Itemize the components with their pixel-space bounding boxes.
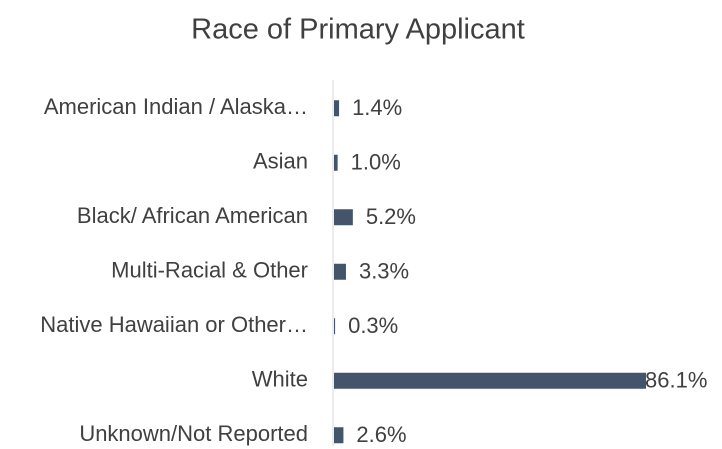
category-label: Native Hawaiian or Other… xyxy=(40,312,308,337)
category-label: Unknown/Not Reported xyxy=(79,421,308,446)
bar xyxy=(334,154,338,171)
bar xyxy=(334,100,340,117)
data-label: 5.2% xyxy=(366,204,416,229)
data-label: 3.3% xyxy=(359,259,409,284)
data-label: 1.4% xyxy=(352,95,402,120)
data-label: 2.6% xyxy=(356,422,406,447)
bar xyxy=(334,372,646,389)
category-label: Multi-Racial & Other xyxy=(111,258,308,283)
bar xyxy=(334,263,346,280)
data-label: 0.3% xyxy=(348,313,398,338)
category-label: White xyxy=(252,367,308,392)
category-label: Asian xyxy=(253,149,308,174)
data-label: 1.0% xyxy=(351,150,401,175)
category-label: Black/ African American xyxy=(77,203,308,228)
bar xyxy=(334,209,353,226)
data-label: 86.1% xyxy=(645,368,707,393)
bar xyxy=(334,318,336,335)
category-label: American Indian / Alaska… xyxy=(44,94,308,119)
chart-title: Race of Primary Applicant xyxy=(191,14,525,46)
bar xyxy=(334,427,344,444)
